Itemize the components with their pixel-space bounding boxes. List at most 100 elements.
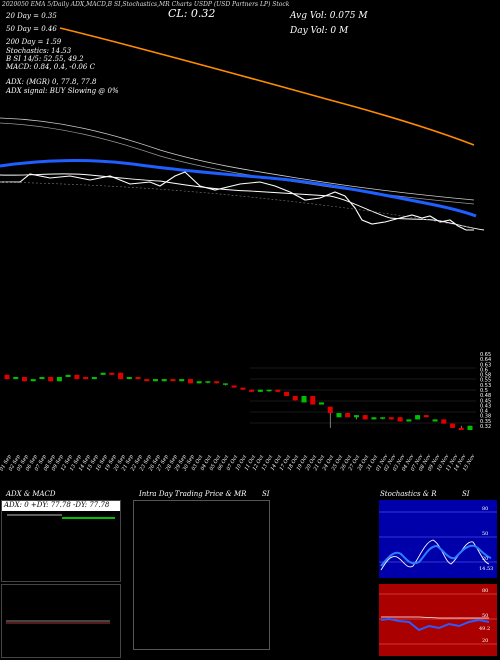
si-label: B SI 14/5: 52.55, 49.2 — [6, 55, 84, 63]
price-axis-label: 0.4 — [480, 409, 488, 415]
avg-volume-label: Avg Vol: 0.075 M — [290, 11, 368, 21]
chart-header-line: 2020050 EMA 5/Daily ADX,MACD,B SI,Stocha… — [2, 1, 290, 8]
price-axis: 0.650.640.630.60.580.550.530.50.480.450.… — [480, 352, 491, 430]
price-axis-label: 0.55 — [480, 378, 491, 384]
ema50-line — [0, 159, 477, 218]
candle-body — [362, 415, 368, 420]
candle-body — [310, 396, 316, 405]
candle-body — [161, 379, 167, 382]
candle-body — [345, 413, 351, 418]
si-axis-80: 80 — [482, 588, 489, 594]
candlestick-chart: 0.650.640.630.60.580.550.530.50.480.450.… — [4, 352, 491, 430]
candle-body — [423, 415, 429, 418]
macd-label: MACD: 0.84, 0.4, -0.06 C — [6, 63, 95, 71]
ema20-label: 20 Day = 0.35 — [6, 12, 57, 20]
candle-body — [231, 385, 237, 388]
candle-body — [249, 389, 255, 392]
candle-body — [284, 391, 290, 397]
candle-body — [353, 415, 359, 418]
candle-body — [83, 376, 89, 380]
ema200-label: 200 Day = 1.59 — [6, 38, 62, 46]
si-axis-20: 20 — [482, 638, 489, 644]
ema50-label: 50 Day = 0.46 — [6, 25, 57, 33]
si-panel: 80 50 20 49.2 — [379, 584, 497, 656]
candle-body — [222, 383, 228, 385]
candles — [4, 372, 473, 430]
candle-body — [415, 415, 421, 420]
candle-body — [100, 372, 106, 375]
stoch-axis-20: 20 — [482, 556, 489, 562]
ema20-line — [0, 173, 485, 231]
stoch-value-label: 14.53 — [479, 566, 494, 572]
price-axis-label: 0.32 — [480, 424, 491, 430]
candle-body — [380, 417, 386, 419]
date-axis: 01 Sep 02 Sep 05 Sep 06 Sep 07 Sep 08 Sep 09 S… — [0, 440, 480, 490]
candle-body — [266, 389, 272, 392]
price-axis-label: 0.64 — [480, 357, 491, 363]
candle-body — [170, 379, 176, 382]
macd-panel — [1, 584, 121, 658]
candle-body — [275, 389, 281, 392]
candle-body — [179, 379, 185, 382]
stochastics-panel-si: SI — [462, 490, 470, 498]
candle-body — [56, 376, 62, 382]
candle-body — [214, 381, 220, 384]
price-axis-label: 0.43 — [480, 403, 491, 409]
candle-body — [109, 372, 115, 375]
candle-body — [336, 413, 342, 418]
candle-body — [301, 396, 307, 403]
mr-panel-title: Intra Day Trading Price & MR — [139, 490, 247, 498]
adx-readout: ADX: 0 +DY: 77.78 -DY: 77.78 — [4, 501, 110, 509]
price-axis-label: 0.5 — [480, 388, 488, 394]
candle-body — [432, 419, 438, 422]
candle-body — [397, 417, 403, 422]
moving-average-lines — [0, 27, 485, 231]
price-axis-label: 0.48 — [480, 393, 491, 399]
candle-body — [205, 381, 211, 383]
candle-body — [318, 402, 324, 405]
stochastics-label: Stochastics: 14.53 — [6, 47, 72, 55]
si-value-label: 49.2 — [479, 626, 491, 632]
candle-body — [196, 381, 202, 384]
price-axis-label: 0.35 — [480, 419, 491, 425]
candle-body — [257, 389, 263, 392]
candle-body — [48, 376, 54, 382]
candle-body — [144, 379, 150, 382]
upper-band-line — [0, 117, 475, 201]
adx-panel: ADX: 0 +DY: 77.78 -DY: 77.78 — [1, 500, 121, 582]
candle-body — [13, 376, 19, 380]
stochastics-panel: 80 50 20 14.53 — [379, 500, 497, 578]
mr-panel-si: SI — [262, 490, 270, 498]
price-axis-label: 0.45 — [480, 398, 491, 404]
candle-body — [406, 419, 412, 422]
mr-panel — [133, 500, 270, 650]
upper-band-line-2 — [0, 122, 475, 205]
price-axis-label: 0.38 — [480, 414, 491, 420]
candle-body — [21, 376, 27, 382]
candle-body — [467, 425, 473, 430]
candle-body — [441, 419, 447, 424]
candle-body — [91, 376, 97, 380]
candle-body — [74, 374, 80, 380]
lower-band-line — [0, 181, 475, 229]
price-axis-label: 0.6 — [480, 367, 488, 373]
candle-body — [240, 387, 246, 390]
price-line — [0, 171, 474, 231]
candle-body — [118, 372, 124, 380]
candle-body — [388, 417, 394, 420]
adx-signal-label: ADX signal: BUY Slowing @ 0% — [6, 87, 119, 95]
price-axis-label: 0.58 — [480, 373, 491, 379]
candle-body — [4, 374, 10, 380]
candle-body — [30, 379, 36, 382]
candle-body — [450, 423, 456, 428]
price-axis-label: 0.63 — [480, 362, 491, 368]
candle-body — [292, 396, 298, 401]
candle-body — [458, 427, 464, 430]
stoch-axis-80: 80 — [482, 506, 489, 512]
stochastics-panel-title: Stochastics & R — [380, 490, 437, 498]
adx-macd-title: ADX & MACD — [6, 490, 56, 498]
si-axis-50: 50 — [482, 613, 489, 619]
ema200-line — [59, 27, 475, 146]
price-axis-label: 0.65 — [480, 352, 491, 358]
candle-body — [126, 376, 132, 380]
